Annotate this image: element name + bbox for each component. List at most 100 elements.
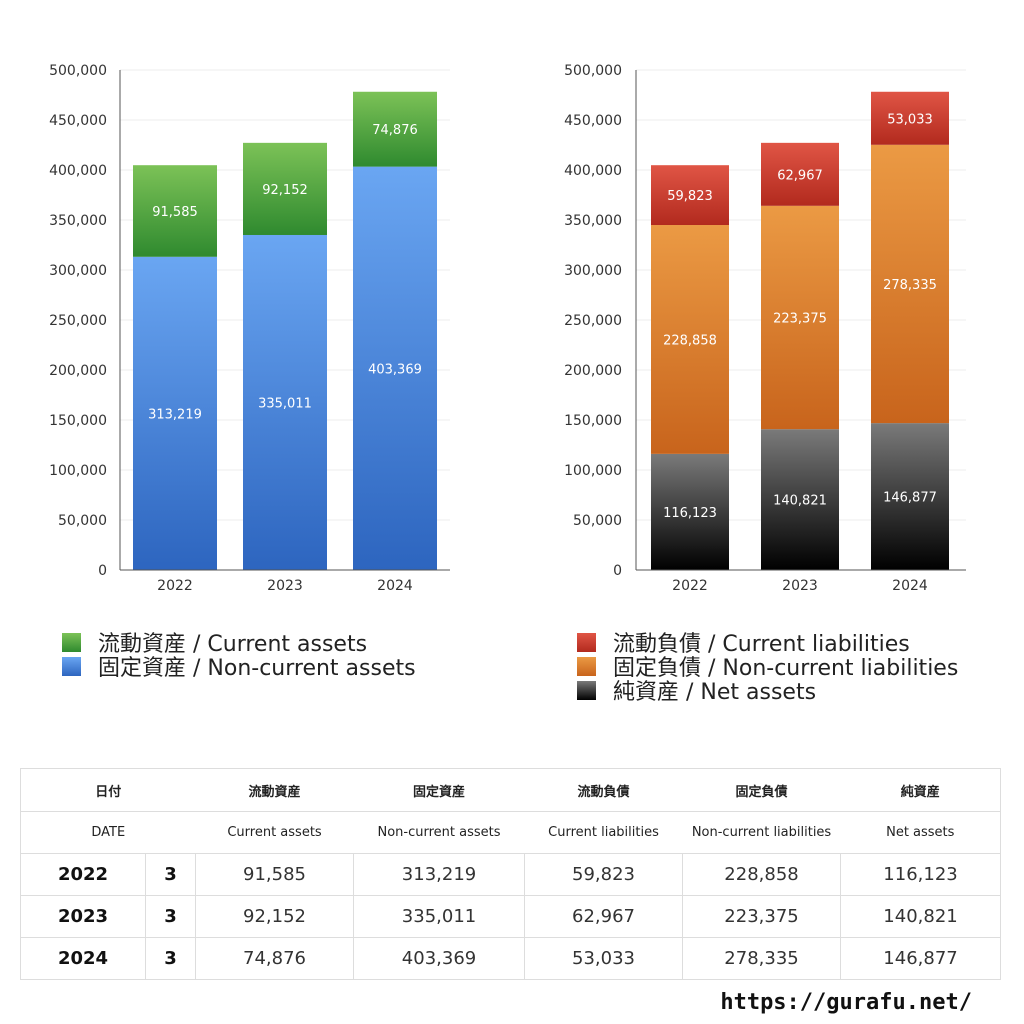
cell-current-assets: 74,876 (195, 937, 355, 980)
header-current-liabilities-jp: 流動負債 (524, 768, 683, 812)
y-tick-label: 500,000 (49, 63, 107, 79)
data-label: 53,033 (887, 112, 933, 127)
bar-segment (243, 142, 327, 235)
legend-label-non-current-assets: 固定資産 / Non-current assets (98, 656, 416, 681)
bar-segment (243, 234, 327, 570)
header-non-current-liabilities-jp: 固定負債 (682, 768, 841, 812)
legend-item-current-liabilities: 流動負債 / Current liabilities (577, 630, 958, 657)
header-date-jp: 日付 (19, 768, 196, 812)
y-tick-label: 150,000 (49, 413, 107, 429)
data-label: 228,858 (663, 333, 717, 348)
legend-label-current-assets: 流動資産 / Current assets (98, 632, 368, 657)
cell-current-liabilities: 62,967 (524, 895, 684, 938)
row-year: 2023 (20, 895, 146, 938)
cell-non-current-assets: 403,369 (353, 937, 526, 980)
y-tick-label: 350,000 (49, 213, 107, 229)
legend-label-net-assets: 純資産 / Net assets (613, 680, 817, 705)
y-tick-label: 200,000 (49, 363, 107, 379)
data-label: 403,369 (368, 362, 422, 377)
bar-segment (133, 165, 217, 257)
bar-segment (353, 91, 437, 167)
row-month: 3 (144, 895, 197, 938)
table-header-row-jp: 日付 流動資産 固定資産 流動負債 固定負債 純資産 (19, 768, 1002, 812)
table-row: 2022 3 91,585 313,219 59,823 228,858 116… (20, 853, 1002, 896)
y-tick-label: 100,000 (564, 463, 622, 479)
bar-segment (871, 423, 949, 570)
y-tick-label: 450,000 (564, 113, 622, 129)
header-non-current-assets-jp: 固定資産 (353, 768, 525, 812)
row-month: 3 (144, 853, 197, 896)
legend-label-current-liabilities: 流動負債 / Current liabilities (613, 632, 910, 657)
data-label: 146,877 (883, 491, 937, 506)
header-net-assets-en: Net assets (840, 811, 1002, 854)
cell-current-assets: 92,152 (195, 895, 355, 938)
financial-data-table: 日付 流動資産 固定資産 流動負債 固定負債 純資産 DATE Current … (19, 768, 1002, 980)
legend-swatch-net-assets (577, 680, 596, 700)
assets-legend: 流動資産 / Current assets 固定資産 / Non-current… (62, 630, 416, 681)
bar-segment (871, 144, 949, 424)
bar-segment (761, 205, 839, 430)
y-tick-label: 50,000 (573, 513, 622, 529)
data-label: 74,876 (372, 123, 418, 138)
cell-current-liabilities: 53,033 (524, 937, 684, 980)
cell-non-current-liabilities: 278,335 (682, 937, 842, 980)
liabilities-legend: 流動負債 / Current liabilities 固定負債 / Non-cu… (577, 630, 958, 705)
legend-item-non-current-assets: 固定資産 / Non-current assets (62, 654, 416, 681)
x-tick-label: 2022 (157, 578, 193, 594)
bar-segment (871, 91, 949, 145)
data-label: 91,585 (152, 205, 198, 220)
row-month: 3 (144, 937, 197, 980)
x-tick-label: 2023 (267, 578, 303, 594)
data-label: 62,967 (777, 168, 823, 183)
table-header-row-en: DATE Current assets Non-current assets C… (19, 811, 1002, 854)
y-tick-label: 100,000 (49, 463, 107, 479)
bar-segment (353, 166, 437, 571)
y-tick-label: 450,000 (49, 113, 107, 129)
cell-net-assets: 146,877 (840, 937, 1002, 980)
y-tick-label: 350,000 (564, 213, 622, 229)
data-label: 92,152 (262, 183, 308, 198)
data-label: 313,219 (148, 407, 202, 422)
cell-net-assets: 140,821 (840, 895, 1002, 938)
bar-segment (651, 225, 729, 454)
x-tick-label: 2024 (892, 578, 928, 594)
legend-label-non-current-liabilities: 固定負債 / Non-current liabilities (613, 656, 959, 681)
x-tick-label: 2024 (377, 578, 413, 594)
charts-area: 0 50,000 100,000 150,000 200,000 250,000 300,0… (49, 63, 966, 594)
y-tick-label: 500,000 (564, 63, 622, 79)
x-tick-label: 2022 (672, 578, 708, 594)
y-tick-label: 250,000 (564, 313, 622, 329)
data-label: 140,821 (773, 494, 827, 509)
table-row: 2024 3 74,876 403,369 53,033 278,335 146… (20, 937, 1002, 980)
header-current-assets-en: Current assets (195, 811, 354, 854)
cell-non-current-assets: 313,219 (353, 853, 526, 896)
row-year: 2024 (20, 937, 146, 980)
y-tick-label: 250,000 (49, 313, 107, 329)
row-year: 2022 (20, 853, 146, 896)
bar-segment (651, 453, 729, 570)
data-label: 59,823 (667, 189, 713, 204)
y-tick-label: 0 (613, 563, 622, 579)
data-label: 223,375 (773, 311, 827, 326)
y-tick-label: 150,000 (564, 413, 622, 429)
table-row: 2023 3 92,152 335,011 62,967 223,375 140… (20, 895, 1002, 938)
data-label: 116,123 (663, 506, 717, 521)
y-tick-label: 50,000 (58, 513, 107, 529)
header-current-assets-jp: 流動資産 (195, 768, 354, 812)
legend-item-current-assets: 流動資産 / Current assets (62, 630, 416, 657)
legend-item-non-current-liabilities: 固定負債 / Non-current liabilities (577, 654, 958, 681)
header-non-current-liabilities-en: Non-current liabilities (682, 811, 841, 854)
header-current-liabilities-en: Current liabilities (524, 811, 683, 854)
y-tick-label: 300,000 (564, 263, 622, 279)
bar-segment (761, 142, 839, 206)
cell-non-current-liabilities: 223,375 (682, 895, 842, 938)
header-net-assets-jp: 純資産 (840, 768, 1002, 812)
liabilities-chart: 0 50,000 100,000 150,000 200,000 250,000 300,0… (564, 63, 966, 594)
y-tick-label: 400,000 (564, 163, 622, 179)
y-tick-label: 0 (98, 563, 107, 579)
bar-segment (133, 256, 217, 570)
legend-item-net-assets: 純資産 / Net assets (577, 678, 958, 705)
assets-chart: 0 50,000 100,000 150,000 200,000 250,000 300,0… (49, 63, 450, 594)
legend-swatch-current-liabilities (577, 632, 596, 652)
bar-segment (651, 165, 729, 226)
